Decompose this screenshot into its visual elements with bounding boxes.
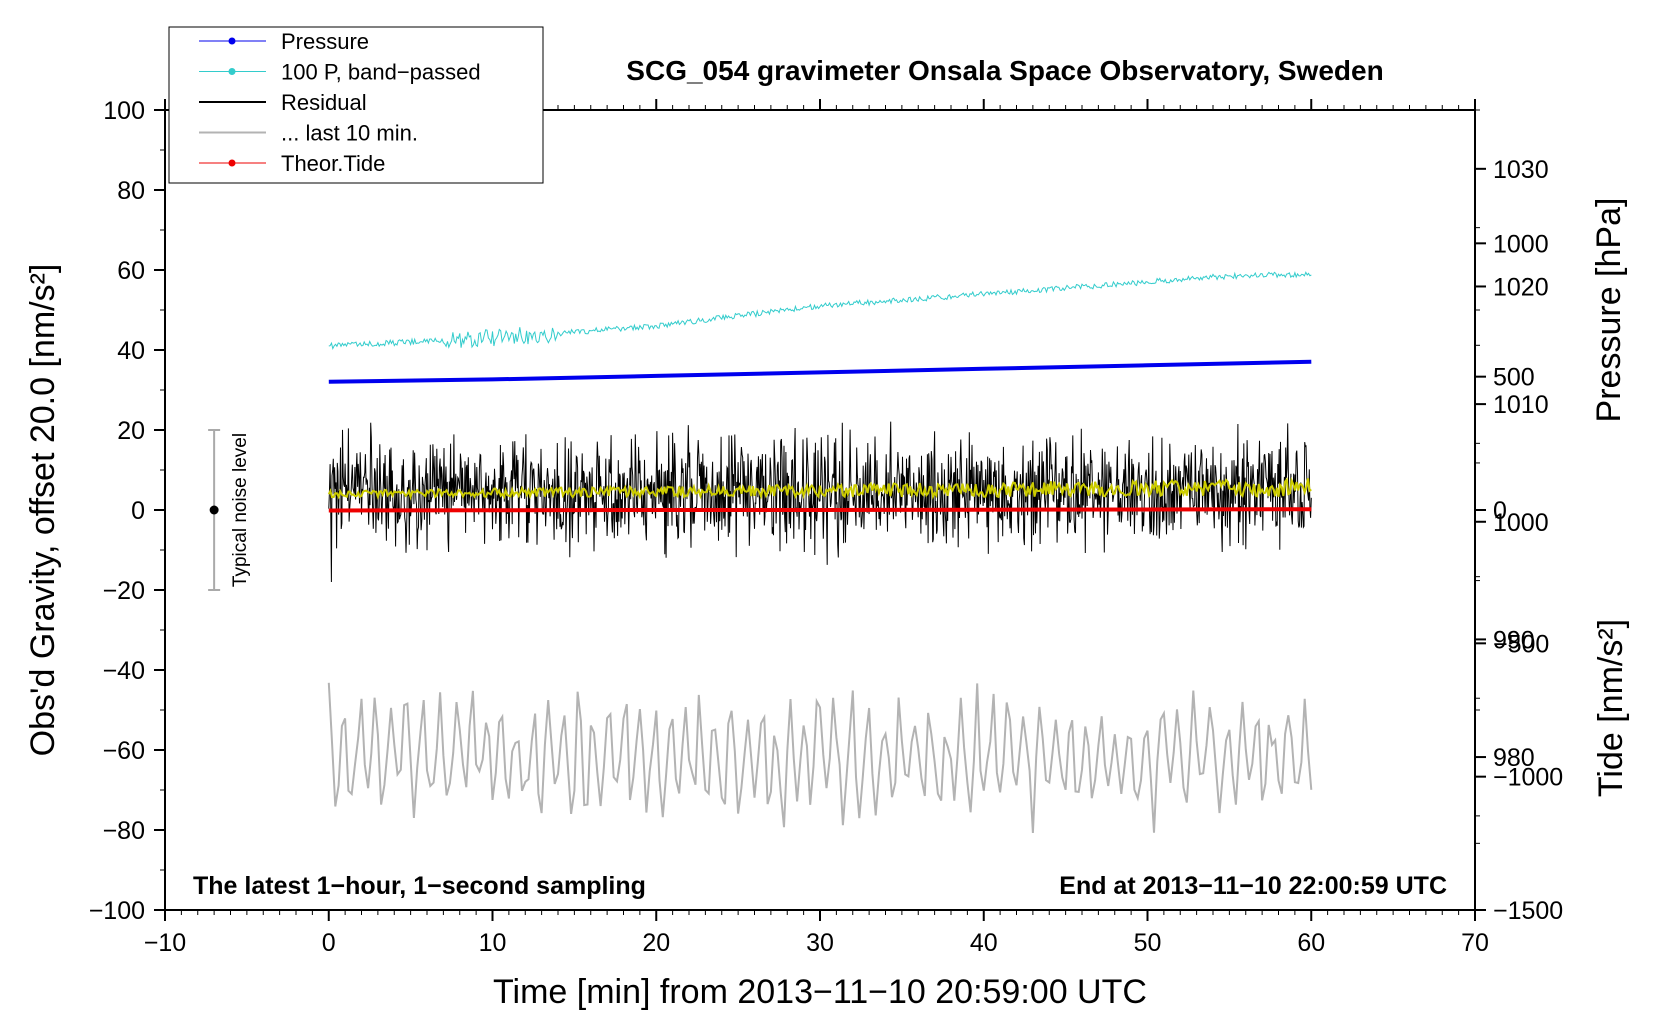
left-tick-label: −100 <box>89 897 145 925</box>
pressure-tick-label: 1030 <box>1493 156 1549 184</box>
last-10-min-line <box>327 682 1313 833</box>
left-tick-label: −20 <box>103 577 145 605</box>
series-layer <box>327 271 1313 833</box>
pressure-axis-title: Pressure [hPa] <box>1590 198 1628 423</box>
x-tick-label: 40 <box>970 929 998 957</box>
pressure-tick-label: 990 <box>1493 626 1535 654</box>
left-tick-label: 40 <box>117 337 145 365</box>
chart-title: SCG_054 gravimeter Onsala Space Observat… <box>626 55 1383 86</box>
x-tick-label: 20 <box>642 929 670 957</box>
legend-label: Pressure <box>281 29 369 54</box>
legend-swatch-dot <box>228 37 236 45</box>
tide-tick-label: −1000 <box>1493 764 1563 792</box>
tide-tick-label: −1500 <box>1493 897 1563 925</box>
x-tick-label: 30 <box>806 929 834 957</box>
pressure-tick-label: 1000 <box>1493 509 1549 537</box>
tide-tick-label: −500 <box>1493 630 1549 658</box>
pressure-tick-label: 1020 <box>1493 273 1549 301</box>
pressure-line <box>328 359 1312 384</box>
residual-line <box>328 421 1312 583</box>
tide-tick-label: 1000 <box>1493 230 1549 258</box>
pressure-tick-label: 1010 <box>1493 391 1549 419</box>
x-tick-label: 50 <box>1134 929 1162 957</box>
tide-axis-ticks: 1000 500 0 −500 −1000 −1500 <box>1475 230 1563 925</box>
note-right: End at 2013−11−10 22:00:59 UTC <box>1059 872 1447 900</box>
left-tick-label: 0 <box>131 497 145 525</box>
legend: Pressure 100 P, band−passed Residual ... la… <box>168 26 544 184</box>
tide-tick-label: 0 <box>1493 497 1507 525</box>
x-tick-label: 60 <box>1297 929 1325 957</box>
tide-axis-title: Tide [nm/s²] <box>1592 619 1630 797</box>
legend-label: Residual <box>281 90 367 115</box>
left-tick-label: −40 <box>103 657 145 685</box>
left-tick-label: 80 <box>117 177 145 205</box>
left-tick-label: −60 <box>103 737 145 765</box>
legend-swatch-dot <box>228 159 236 167</box>
legend-label: 100 P, band−passed <box>281 60 481 85</box>
noise-level-label: Typical noise level <box>230 433 251 587</box>
legend-box <box>168 26 544 184</box>
legend-label: Theor.Tide <box>281 151 385 176</box>
bandpassed-pressure-line <box>328 271 1312 351</box>
tide-tick-label: 500 <box>1493 364 1535 392</box>
noise-marker: Typical noise level <box>208 429 251 591</box>
x-axis-title: Time [min] from 2013−11−10 20:59:00 UTC <box>493 973 1147 1011</box>
left-tick-label: 100 <box>103 97 145 125</box>
pressure-axis-ticks: 1030 1020 1010 1000 990 980 <box>1475 109 1549 817</box>
pressure-tick-label: 980 <box>1493 744 1535 772</box>
residual-smoothed-line <box>327 476 1312 501</box>
x-tick-label: 70 <box>1461 929 1489 957</box>
left-tick-label: 60 <box>117 257 145 285</box>
legend-label: ... last 10 min. <box>281 121 418 146</box>
noise-center-dot <box>209 505 219 515</box>
left-tick-label: 20 <box>117 417 145 445</box>
x-tick-label: −10 <box>144 929 186 957</box>
left-axis-ticks: 100 80 60 40 20 0 −20 −40 −60 −80 −100 <box>89 97 165 925</box>
theoretical-tide-line <box>328 507 1312 513</box>
legend-swatch-dot <box>228 68 236 75</box>
x-tick-label: 0 <box>322 929 336 957</box>
x-axis-ticks: −10 0 10 20 30 40 50 60 70 <box>144 99 1489 957</box>
x-tick-label: 10 <box>479 929 507 957</box>
note-left: The latest 1−hour, 1−second sampling <box>193 872 646 900</box>
left-axis-title: Obs'd Gravity, offset 20.0 [nm/s²] <box>24 264 62 757</box>
left-tick-label: −80 <box>103 817 145 845</box>
